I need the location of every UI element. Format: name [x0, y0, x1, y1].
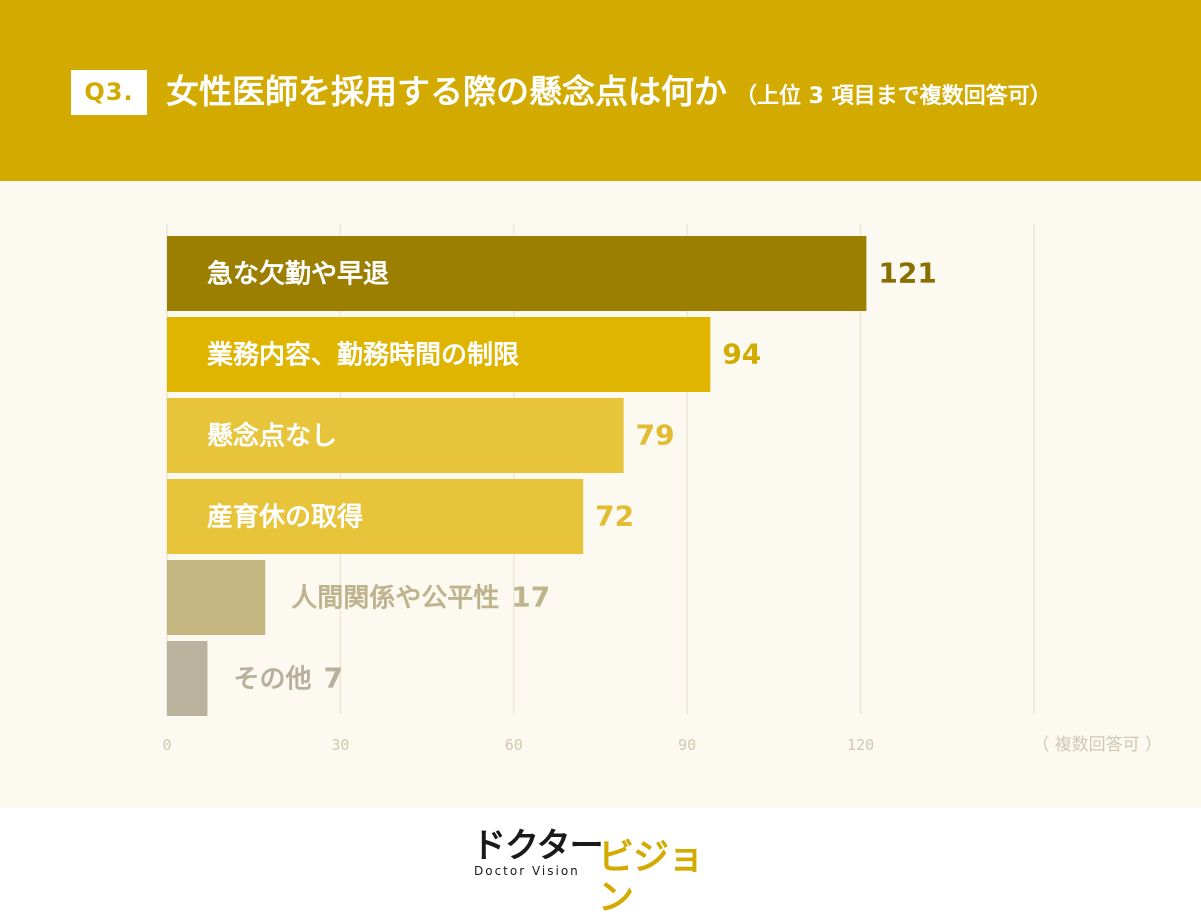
x-tick-label: 120	[847, 736, 874, 754]
header-banner: Q3. 女性医師を採用する際の懸念点は何か （上位 3 項目まで複数回答可）	[0, 0, 1201, 181]
x-tick-label: 90	[678, 736, 696, 754]
bar	[167, 560, 266, 635]
logo-text-doctor: ドクター	[472, 826, 604, 866]
x-tick-label: 0	[162, 736, 171, 754]
value-label: 7	[323, 662, 342, 695]
value-label: 94	[722, 338, 761, 371]
category-label: 懸念点なし	[207, 421, 337, 452]
value-label: 17	[511, 581, 550, 614]
doctor-vision-logo: ドクター Doctor Vision ビジョン	[472, 826, 732, 918]
chart-area: 0 30 60 90 120 （ 複数回答可 ） 急な欠勤や早退 121 業務内容、勤務時間の制…	[0, 181, 1201, 808]
bar	[167, 479, 584, 554]
category-label: その他	[233, 665, 311, 695]
category-label: 業務内容、勤務時間の制限	[207, 340, 519, 371]
logo-text-english: Doctor Vision	[474, 864, 580, 878]
bar	[167, 641, 208, 716]
value-label: 72	[595, 500, 634, 533]
logo-text-vision: ビジョン	[598, 837, 704, 918]
category-label: 人間関係や公平性	[291, 584, 499, 614]
bar	[167, 236, 867, 311]
title-subtitle: （上位 3 項目まで複数回答可）	[735, 84, 1052, 109]
value-label: 121	[878, 257, 936, 290]
page-title: 女性医師を採用する際の懸念点は何か （上位 3 項目まで複数回答可）	[166, 66, 1052, 118]
footer	[0, 808, 1201, 901]
x-tick-label: 60	[505, 736, 523, 754]
bar	[167, 317, 711, 392]
bar-chart: 0 30 60 90 120 （ 複数回答可 ） 急な欠勤や早退 121 業務内容、勤務時間の制…	[162, 224, 1162, 755]
x-tick-label: 30	[331, 736, 349, 754]
x-axis-label: （ 複数回答可 ）	[1032, 735, 1162, 755]
category-label: 急な欠勤や早退	[207, 259, 389, 290]
category-label: 産育休の取得	[207, 502, 363, 533]
question-badge: Q3.	[71, 70, 147, 115]
title-text: 女性医師を採用する際の懸念点は何か	[166, 72, 727, 111]
bar	[167, 398, 624, 473]
value-label: 79	[636, 419, 675, 452]
